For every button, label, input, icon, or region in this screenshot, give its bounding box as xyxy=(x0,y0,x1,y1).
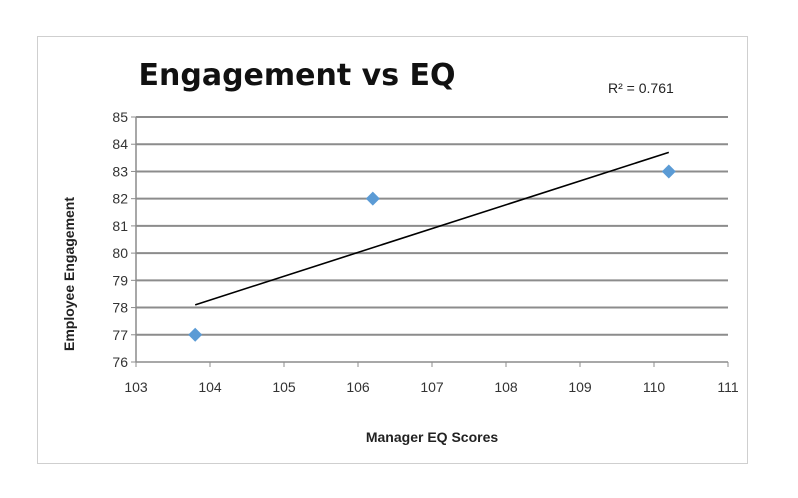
x-tick-label-103: 103 xyxy=(124,379,148,395)
x-tick-label-108: 108 xyxy=(494,379,518,395)
data-point-diamond xyxy=(365,191,380,206)
y-tick-label-83: 83 xyxy=(112,163,128,179)
x-tick-label-111: 111 xyxy=(717,379,738,395)
scatter-chart: Engagement vs EQ R² = 0.761 76 77 78 79 80 81… xyxy=(61,58,739,445)
tick-labels: 76 77 78 79 80 81 82 83 84 85 103 104 105 106 107 108 10… xyxy=(112,109,738,395)
x-tick-label-107: 107 xyxy=(420,379,444,395)
y-tick-label-78: 78 xyxy=(112,300,128,316)
axes xyxy=(131,116,729,367)
chart-frame: Engagement vs EQ R² = 0.761 76 77 78 79 80 81… xyxy=(37,36,748,464)
x-tick-label-110: 110 xyxy=(643,379,666,395)
y-tick-label-85: 85 xyxy=(112,109,128,125)
data-point-diamond xyxy=(188,327,203,342)
r-squared-label: R² = 0.761 xyxy=(608,80,674,96)
x-axis-label: Manager EQ Scores xyxy=(366,429,498,445)
y-tick-label-79: 79 xyxy=(112,272,128,288)
y-tick-label-82: 82 xyxy=(112,191,128,207)
y-tick-label-77: 77 xyxy=(112,327,128,343)
trendline-layer xyxy=(194,151,670,306)
y-axis-label: Employee Engagement xyxy=(61,197,77,351)
data-points xyxy=(188,164,676,342)
y-tick-label-80: 80 xyxy=(112,245,128,261)
x-tick-label-105: 105 xyxy=(272,379,296,395)
linear-trendline xyxy=(194,151,670,306)
data-point-diamond xyxy=(661,164,676,179)
y-tick-label-81: 81 xyxy=(112,218,128,234)
x-tick-label-104: 104 xyxy=(198,379,222,395)
gridlines xyxy=(136,116,728,336)
x-tick-label-106: 106 xyxy=(346,379,370,395)
y-tick-label-76: 76 xyxy=(112,354,128,370)
chart-title: Engagement vs EQ xyxy=(139,58,456,93)
x-tick-label-109: 109 xyxy=(568,379,592,395)
y-tick-label-84: 84 xyxy=(112,136,128,152)
